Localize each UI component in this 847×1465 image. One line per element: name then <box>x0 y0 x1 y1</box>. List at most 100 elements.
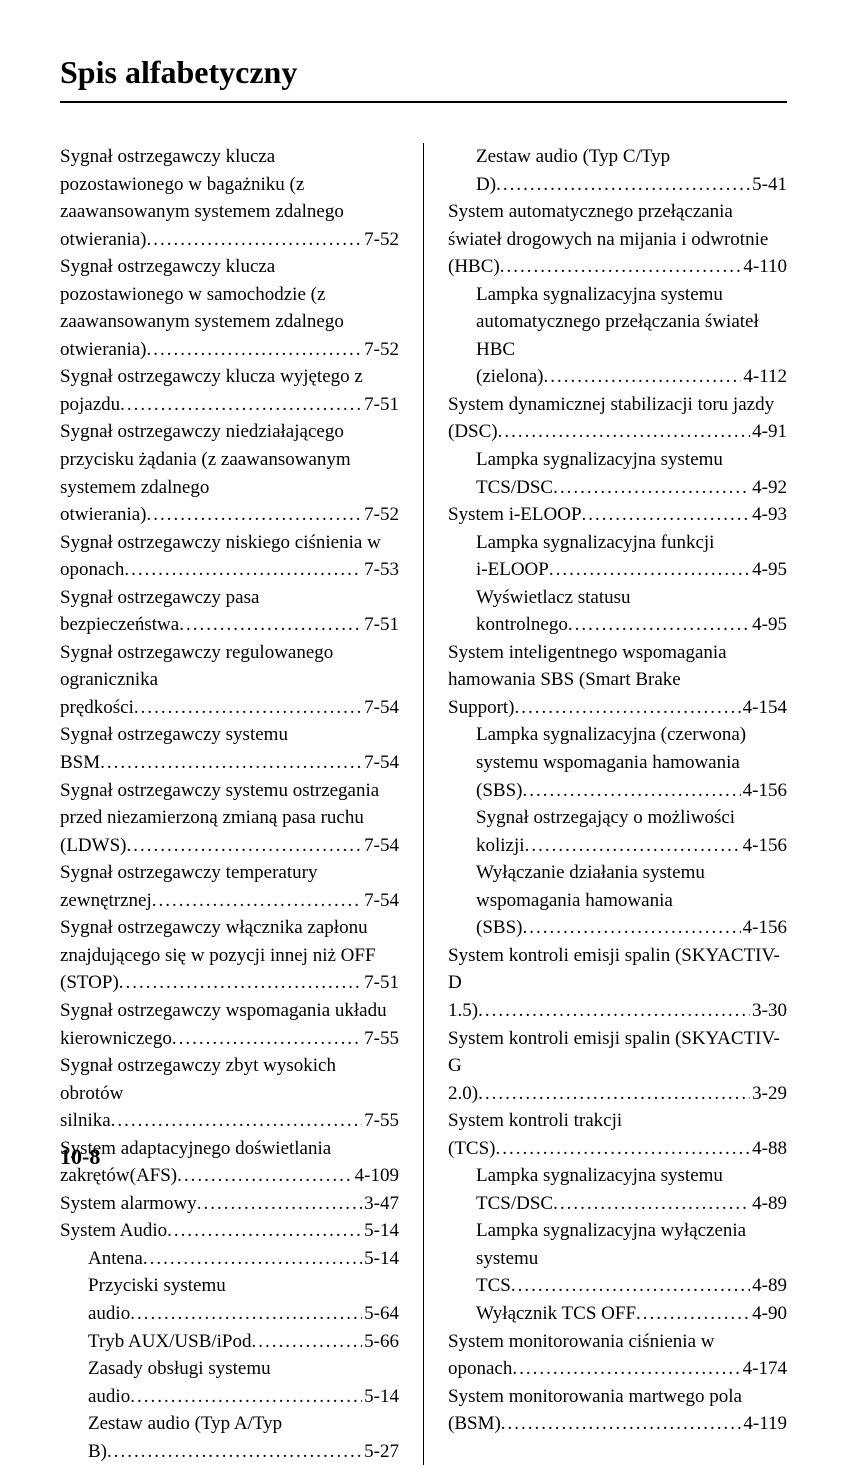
index-entry-lead: kontrolnego <box>476 611 568 639</box>
index-entry-lead: (zielona) <box>476 363 544 391</box>
index-entry-lead: bezpieczeństwa <box>60 611 179 639</box>
dot-leader <box>500 253 742 281</box>
index-entry: Sygnał ostrzegawczy systemu ostrzegania … <box>60 777 399 860</box>
left-column: Sygnał ostrzegawczy klucza pozostawioneg… <box>60 143 399 1465</box>
index-entry: Sygnał ostrzegawczy klucza wyjętego zpoj… <box>60 363 399 418</box>
index-entry-lead: Wyłącznik TCS OFF <box>476 1300 636 1328</box>
dot-leader <box>478 997 750 1025</box>
index-entry: Sygnał ostrzegawczy wspomagania układuki… <box>60 997 399 1052</box>
index-entry-page: 3-30 <box>750 997 787 1025</box>
index-entry: Lampka sygnalizacyjna systemuTCS/DSC4-89 <box>448 1162 787 1217</box>
index-entry-text: Przyciski systemu <box>88 1272 399 1300</box>
dot-leader <box>522 914 740 942</box>
index-entry-page: 4-89 <box>750 1272 787 1300</box>
index-entry-tail: kolizji4-156 <box>476 832 787 860</box>
index-entry-lead: otwierania) <box>60 501 147 529</box>
index-entry-tail: (HBC)4-110 <box>448 253 787 281</box>
index-entry-tail: (SBS)4-156 <box>476 914 787 942</box>
index-entry-tail: (DSC)4-91 <box>448 418 787 446</box>
index-entry-lead: (HBC) <box>448 253 500 281</box>
index-entry-page: 4-95 <box>750 611 787 639</box>
index-entry-lead: otwierania) <box>60 226 147 254</box>
index-entry-text: Lampka sygnalizacyjna systemu automatycz… <box>476 281 787 364</box>
index-entry-text: Zestaw audio (Typ A/Typ <box>88 1410 399 1438</box>
index-entry: Zestaw audio (Typ C/TypD)5-41 <box>448 143 787 198</box>
index-entry-lead: pojazdu <box>60 391 120 419</box>
dot-leader <box>496 1135 751 1163</box>
index-entry-text: Sygnał ostrzegawczy zbyt wysokich obrotó… <box>60 1052 399 1107</box>
index-entry-tail: audio5-14 <box>88 1383 399 1411</box>
dot-leader <box>111 1107 363 1135</box>
dot-leader <box>134 694 362 722</box>
dot-leader <box>130 1383 362 1411</box>
index-entry-lead: System i-ELOOP <box>448 501 582 529</box>
index-entry: Sygnał ostrzegawczy zbyt wysokich obrotó… <box>60 1052 399 1135</box>
index-entry-page: 5-64 <box>362 1300 399 1328</box>
index-entry-page: 3-47 <box>362 1190 399 1218</box>
index-entry-text: Lampka sygnalizacyjna wyłączenia systemu <box>476 1217 787 1272</box>
index-entry-lead: BSM <box>60 749 100 777</box>
dot-leader <box>120 391 362 419</box>
index-entry-tail: (STOP)7-51 <box>60 969 399 997</box>
index-entry: Wyświetlacz statusukontrolnego4-95 <box>448 584 787 639</box>
dot-leader <box>549 556 750 584</box>
index-entry: Zestaw audio (Typ A/TypB)5-27 <box>60 1410 399 1465</box>
index-entry-tail: otwierania)7-52 <box>60 336 399 364</box>
index-entry: System automatycznego przełączania świat… <box>448 198 787 281</box>
index-entry-text: Wyłączanie działania systemu wspomagania… <box>476 859 787 914</box>
index-entry: Sygnał ostrzegawczy włącznika zapłonu zn… <box>60 914 399 997</box>
dot-leader <box>147 226 363 254</box>
dot-leader <box>167 1217 362 1245</box>
index-entry-tail: otwierania) 7-52 <box>60 501 399 529</box>
dot-leader <box>143 1245 362 1273</box>
index-entry-lead: zewnętrznej <box>60 887 152 915</box>
index-entry: Lampka sygnalizacyjna (czerwona) systemu… <box>448 721 787 804</box>
index-entry-lead: oponach <box>60 556 124 584</box>
index-entry-page: 4-93 <box>750 501 787 529</box>
dot-leader <box>525 832 741 860</box>
dot-leader <box>496 171 750 199</box>
index-entry-text: Sygnał ostrzegawczy temperatury <box>60 859 399 887</box>
index-entry-page: 4-95 <box>750 556 787 584</box>
index-entry: Sygnał ostrzegający o możliwościkolizji4… <box>448 804 787 859</box>
index-entry: Wyłączanie działania systemu wspomagania… <box>448 859 787 942</box>
index-entry-page: 5-14 <box>362 1245 399 1273</box>
index-entry: System dynamicznej stabilizacji toru jaz… <box>448 391 787 446</box>
index-entry-text: System adaptacyjnego doświetlania <box>60 1135 399 1163</box>
index-entry-lead: kolizji <box>476 832 525 860</box>
index-entry-page: 4-92 <box>750 474 787 502</box>
index-entry-tail: Wyłącznik TCS OFF4-90 <box>476 1300 787 1328</box>
index-entry-tail: (zielona)4-112 <box>476 363 787 391</box>
index-entry-lead: System Audio <box>60 1217 167 1245</box>
index-entry-page: 4-88 <box>750 1135 787 1163</box>
index-entry-page: 5-66 <box>362 1328 399 1356</box>
dot-leader <box>126 832 362 860</box>
index-entry-text: Sygnał ostrzegawczy systemu <box>60 721 399 749</box>
dot-leader <box>478 1080 750 1108</box>
index-entry-page: 7-52 <box>362 501 399 529</box>
dot-leader <box>100 749 362 777</box>
index-entry-page: 7-54 <box>362 832 399 860</box>
index-entry-text: Sygnał ostrzegawczy klucza pozostawioneg… <box>60 253 399 336</box>
index-entry-lead: 2.0) <box>448 1080 478 1108</box>
index-entry-tail: 2.0) 3-29 <box>448 1080 787 1108</box>
index-entry-tail: prędkości7-54 <box>60 694 399 722</box>
dot-leader <box>177 1162 353 1190</box>
index-entry-lead: Tryb AUX/USB/iPod <box>88 1328 252 1356</box>
page-number: 10-8 <box>60 1144 100 1170</box>
index-entry-tail: TCS/DSC4-89 <box>476 1190 787 1218</box>
index-entry-tail: oponach7-53 <box>60 556 399 584</box>
index-entry-page: 7-54 <box>362 694 399 722</box>
index-entry-tail: kierowniczego7-55 <box>60 1025 399 1053</box>
index-entry-text: System monitorowania ciśnienia w <box>448 1328 787 1356</box>
index-entry-tail: zewnętrznej7-54 <box>60 887 399 915</box>
index-entry: System monitorowania martwego pola(BSM)4… <box>448 1383 787 1438</box>
index-entry-text: Lampka sygnalizacyjna funkcji <box>476 529 787 557</box>
index-entry-tail: 1.5)3-30 <box>448 997 787 1025</box>
index-entry-page: 3-29 <box>750 1080 787 1108</box>
index-entry: Sygnał ostrzegawczy klucza pozostawioneg… <box>60 253 399 363</box>
index-entry-page: 7-52 <box>362 336 399 364</box>
index-entry-lead: D) <box>476 171 496 199</box>
index-entry-tail: (TCS)4-88 <box>448 1135 787 1163</box>
index-entry-text: System automatycznego przełączania świat… <box>448 198 787 253</box>
